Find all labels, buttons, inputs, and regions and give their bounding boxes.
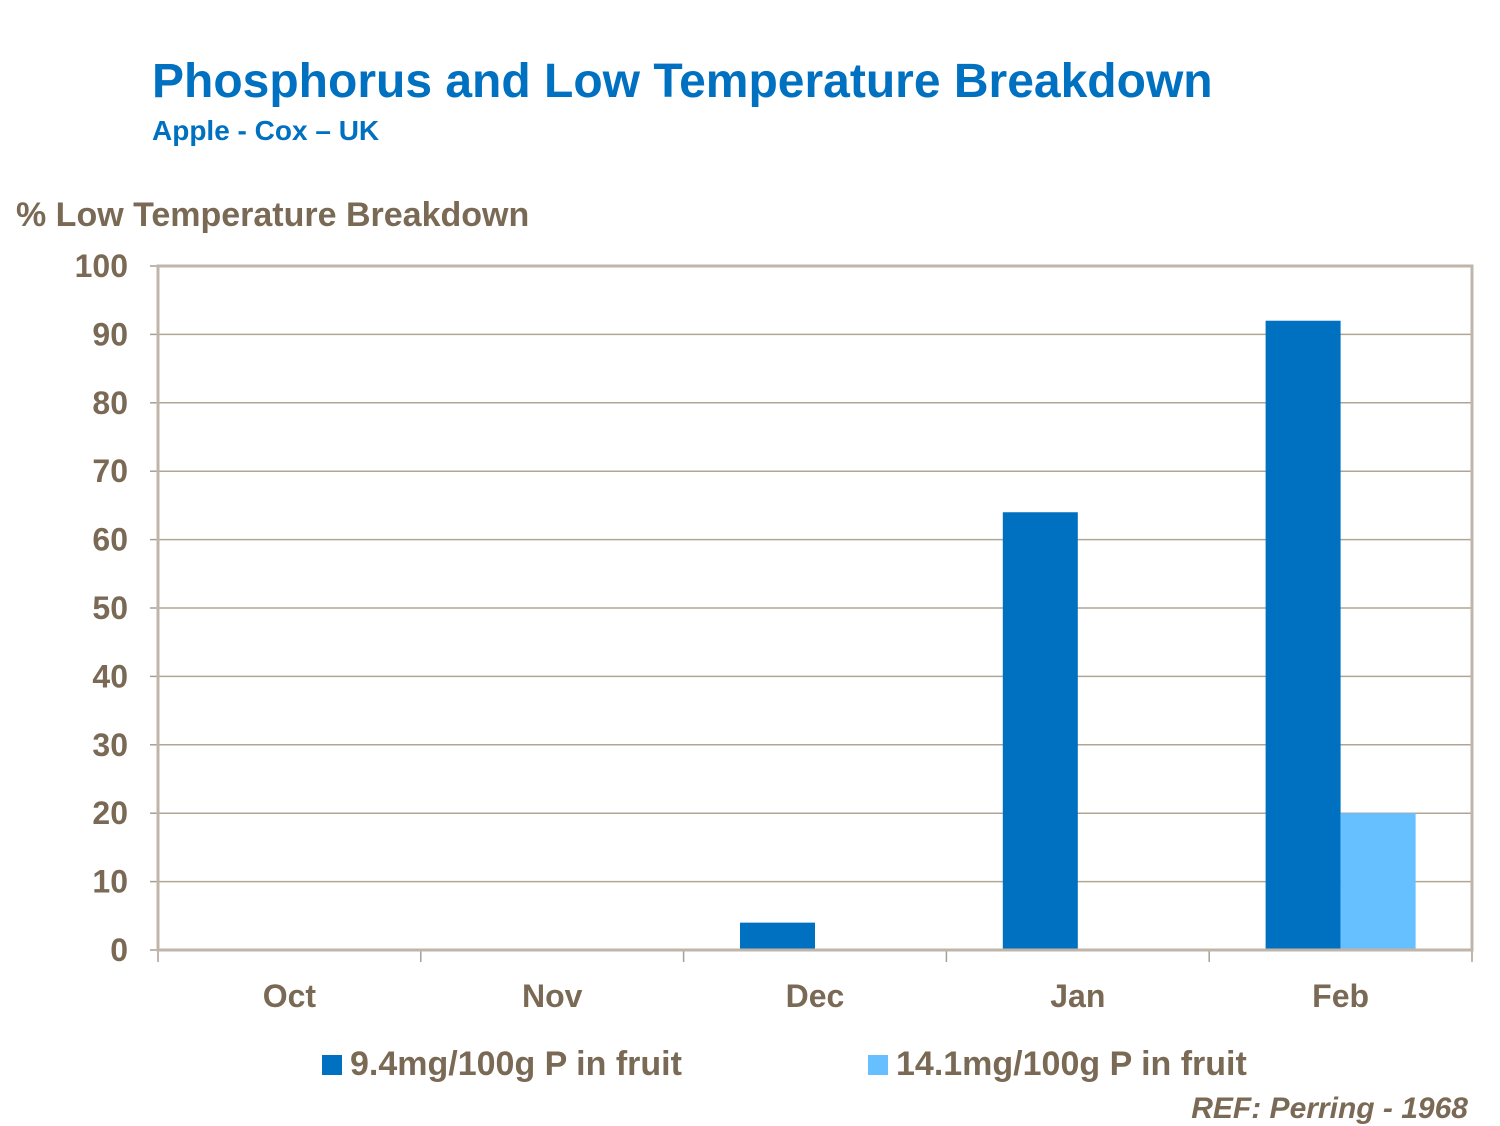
y-tick-label: 70	[92, 453, 128, 489]
y-tick-label: 30	[92, 727, 128, 763]
y-tick-label: 60	[92, 522, 128, 558]
legend-label: 9.4mg/100g P in fruit	[350, 1045, 682, 1083]
bar-jan-series-1	[1002, 512, 1078, 950]
chart-subtitle: Apple - Cox – UK	[152, 115, 380, 146]
chart-title: Phosphorus and Low Temperature Breakdown	[152, 55, 1213, 108]
x-tick-label: Nov	[522, 978, 583, 1014]
y-tick-label: 40	[92, 658, 128, 694]
legend-swatch	[868, 1054, 888, 1075]
bar-dec-series-1	[740, 922, 815, 950]
bar-feb-series-1	[1265, 320, 1341, 951]
y-tick-label: 10	[92, 864, 128, 900]
legend-swatch	[322, 1054, 342, 1075]
bar-feb-series-2	[1340, 813, 1416, 950]
x-tick-label: Jan	[1050, 978, 1105, 1014]
legend-item-series-1: 9.4mg/100g P in fruit	[322, 1045, 682, 1084]
x-tick-label: Oct	[263, 978, 317, 1014]
x-tick-label: Dec	[786, 978, 845, 1014]
y-tick-label: 80	[92, 385, 128, 421]
reference-note: REF: Perring - 1968	[1191, 1092, 1468, 1125]
legend-item-series-2: 14.1mg/100g P in fruit	[868, 1045, 1247, 1084]
y-tick-label: 100	[75, 248, 128, 284]
y-tick-label: 50	[92, 590, 128, 626]
x-tick-label: Feb	[1312, 978, 1369, 1014]
y-axis-label: % Low Temperature Breakdown	[16, 196, 530, 234]
y-tick-label: 0	[110, 932, 128, 968]
y-tick-label: 20	[92, 795, 128, 831]
legend-label: 14.1mg/100g P in fruit	[896, 1045, 1247, 1083]
y-tick-label: 90	[92, 316, 128, 352]
plot-area-border	[156, 264, 1474, 952]
